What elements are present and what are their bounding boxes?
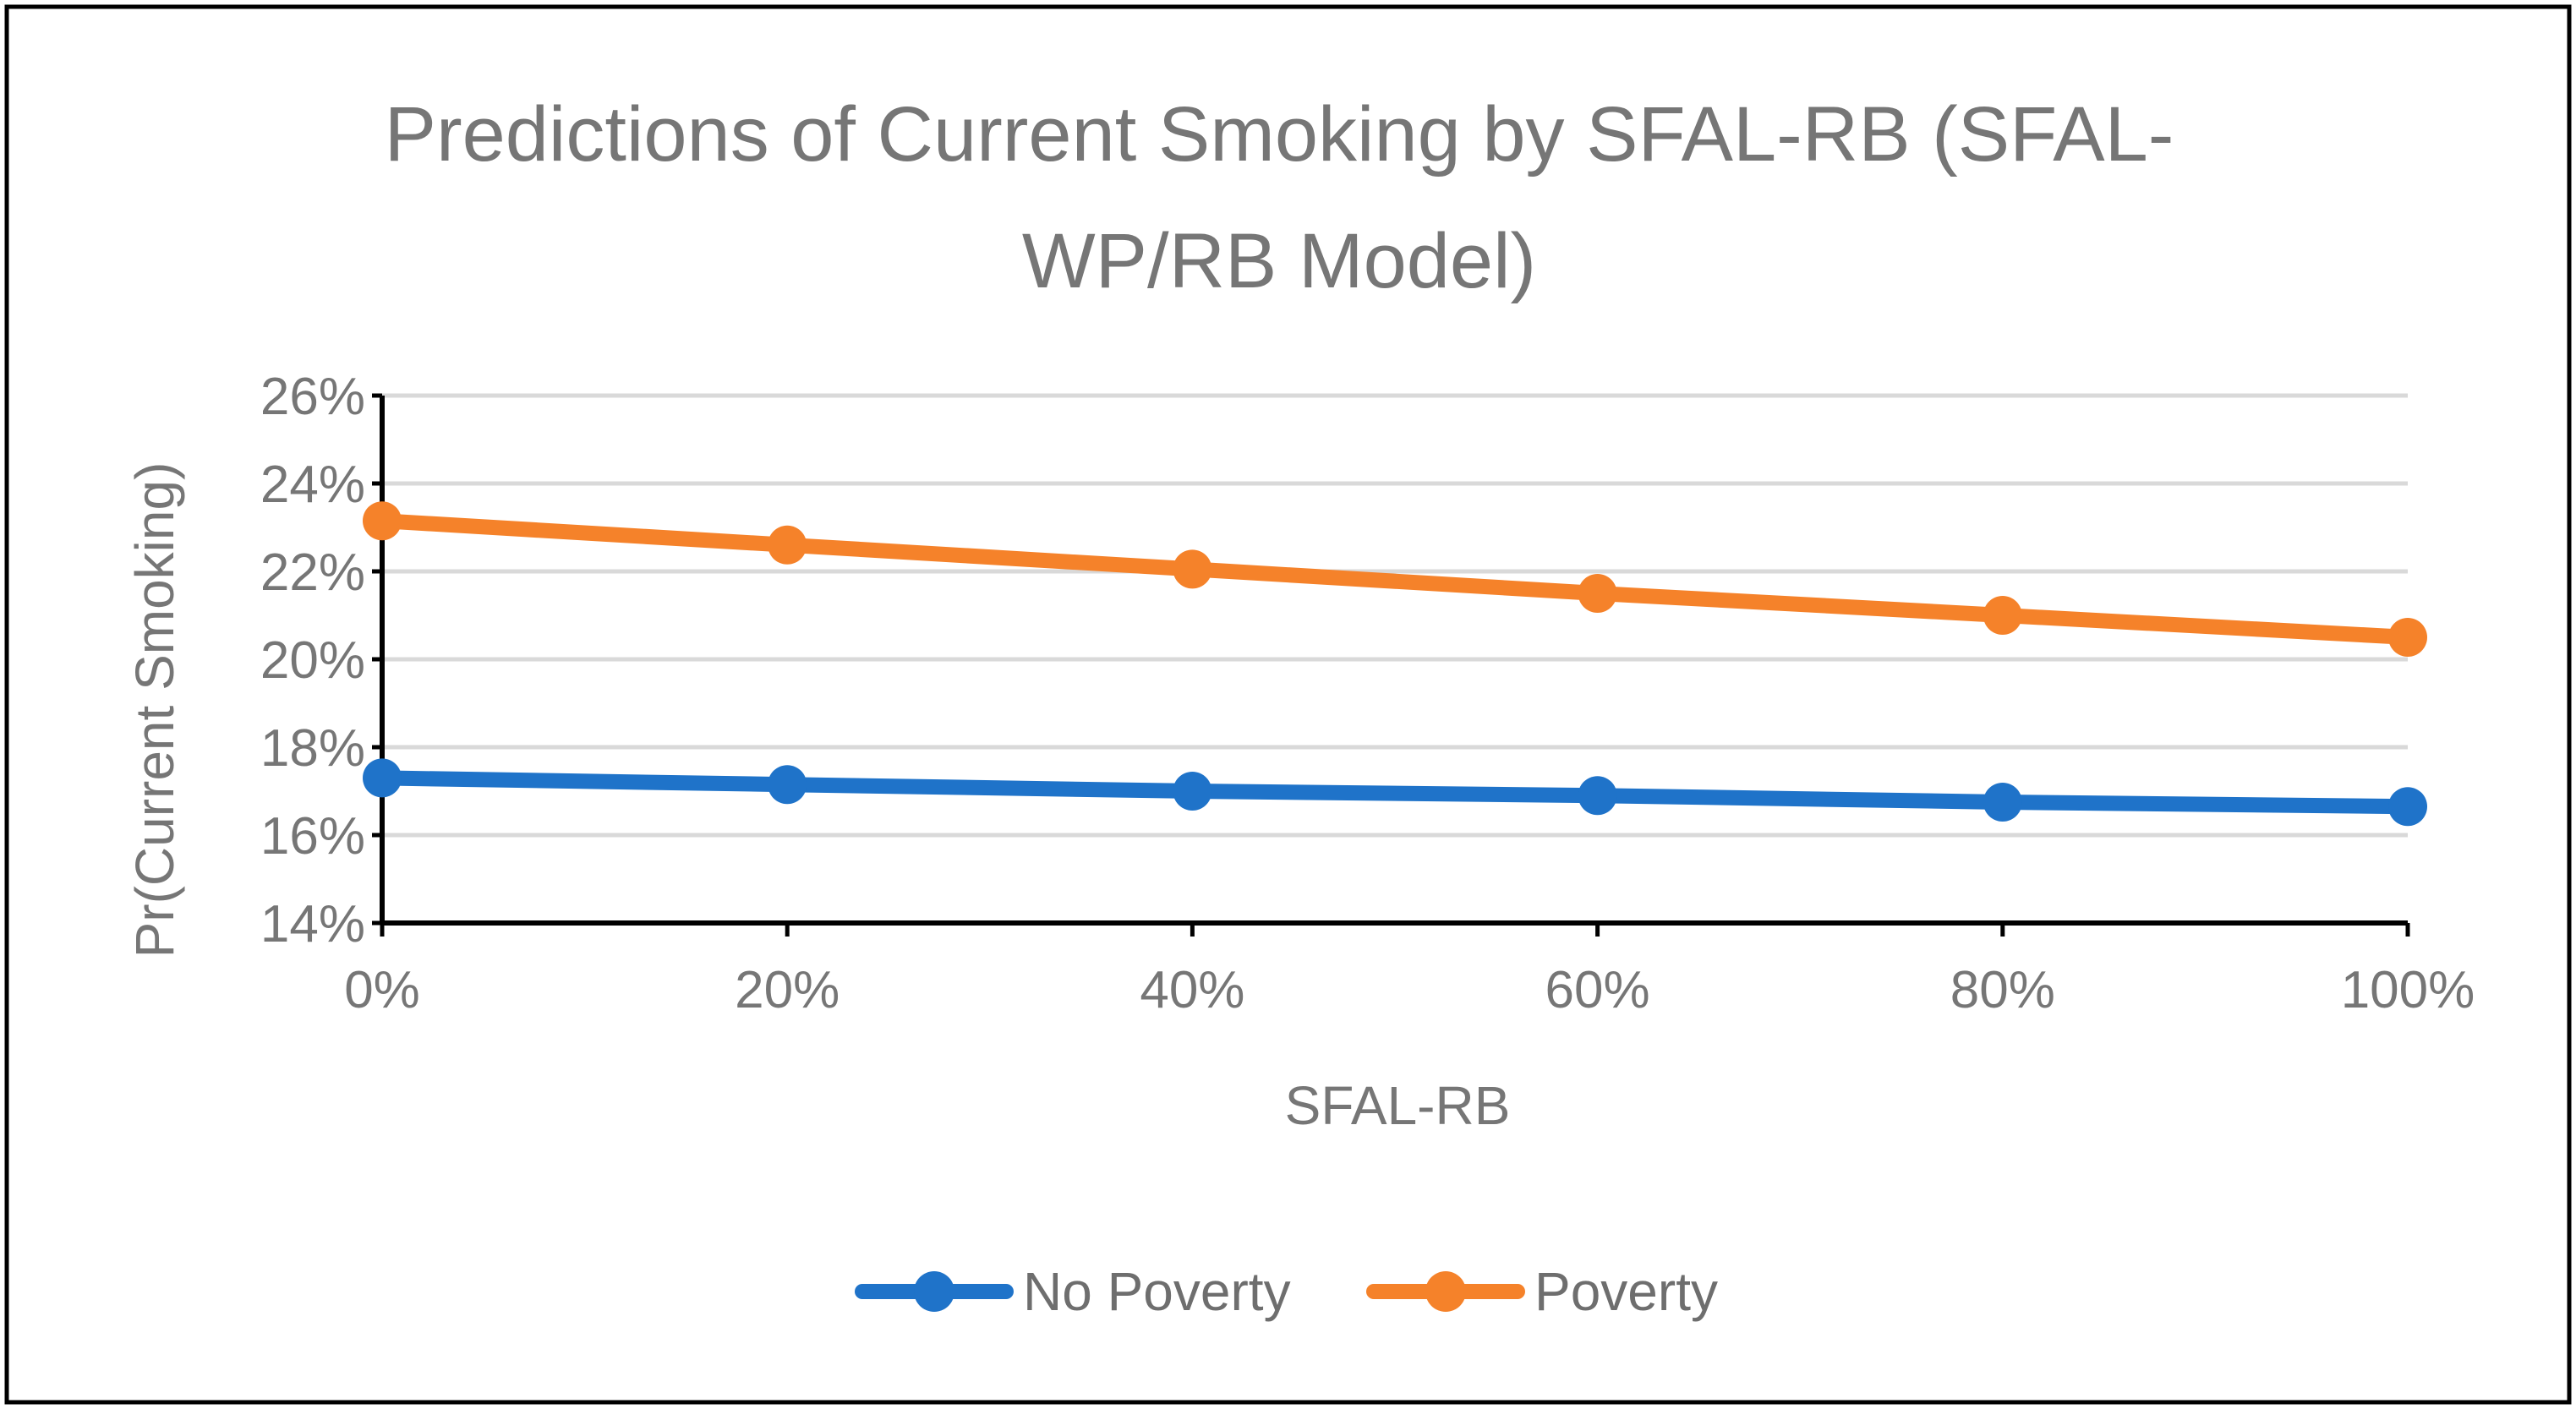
data-point-no-poverty — [1983, 783, 2022, 822]
legend-label-no-poverty: No Poverty — [1023, 1261, 1291, 1322]
data-point-poverty — [1578, 574, 1617, 613]
data-point-poverty — [768, 525, 807, 565]
y-tick-label: 20% — [260, 631, 365, 690]
series-line-poverty — [375, 513, 2415, 645]
chart-title-line-2: WP/RB Model) — [1022, 218, 1536, 304]
data-point-poverty — [2388, 618, 2427, 657]
y-tick-label: 18% — [260, 719, 365, 778]
x-axis-title: SFAL-RB — [1285, 1075, 1511, 1136]
legend-label-poverty: Poverty — [1534, 1261, 1718, 1322]
legend-marker-poverty — [1425, 1271, 1466, 1312]
axis-layer — [372, 393, 2410, 937]
series-layer — [363, 501, 2427, 827]
data-point-no-poverty — [363, 758, 402, 798]
data-point-poverty — [1983, 596, 2022, 635]
data-point-poverty — [1173, 549, 1212, 589]
x-tick-label: 0% — [344, 961, 420, 1019]
chart-title-line-1: Predictions of Current Smoking by SFAL-R… — [385, 91, 2174, 177]
series-line-no-poverty — [375, 770, 2415, 815]
y-tick-label: 26% — [260, 368, 365, 426]
x-tick-label: 40% — [1140, 961, 1244, 1019]
x-tick-label: 80% — [1950, 961, 2055, 1019]
x-tick-label: 100% — [2341, 961, 2475, 1019]
legend-marker-no-poverty — [914, 1271, 954, 1312]
data-point-no-poverty — [2388, 787, 2427, 827]
data-point-poverty — [363, 501, 402, 541]
y-axis-title: Pr(Current Smoking) — [124, 462, 185, 958]
data-point-no-poverty — [1173, 772, 1212, 811]
x-tick-label: 20% — [735, 961, 840, 1019]
chart-border — [4, 4, 2572, 1405]
y-tick-label: 16% — [260, 807, 365, 866]
grid-layer — [382, 393, 2408, 838]
y-tick-label: 14% — [260, 895, 365, 953]
x-tick-label: 60% — [1545, 961, 1650, 1019]
label-layer: 14% 16% 18% 20% 22% 24% 26% 0% 20% 40% 60% 80% 100% — [260, 368, 2475, 1019]
y-tick-label: 22% — [260, 543, 365, 602]
data-point-no-poverty — [1578, 776, 1617, 816]
data-point-no-poverty — [768, 765, 807, 805]
y-tick-label: 24% — [260, 456, 365, 514]
legend: No Poverty Poverty — [855, 1261, 1718, 1322]
